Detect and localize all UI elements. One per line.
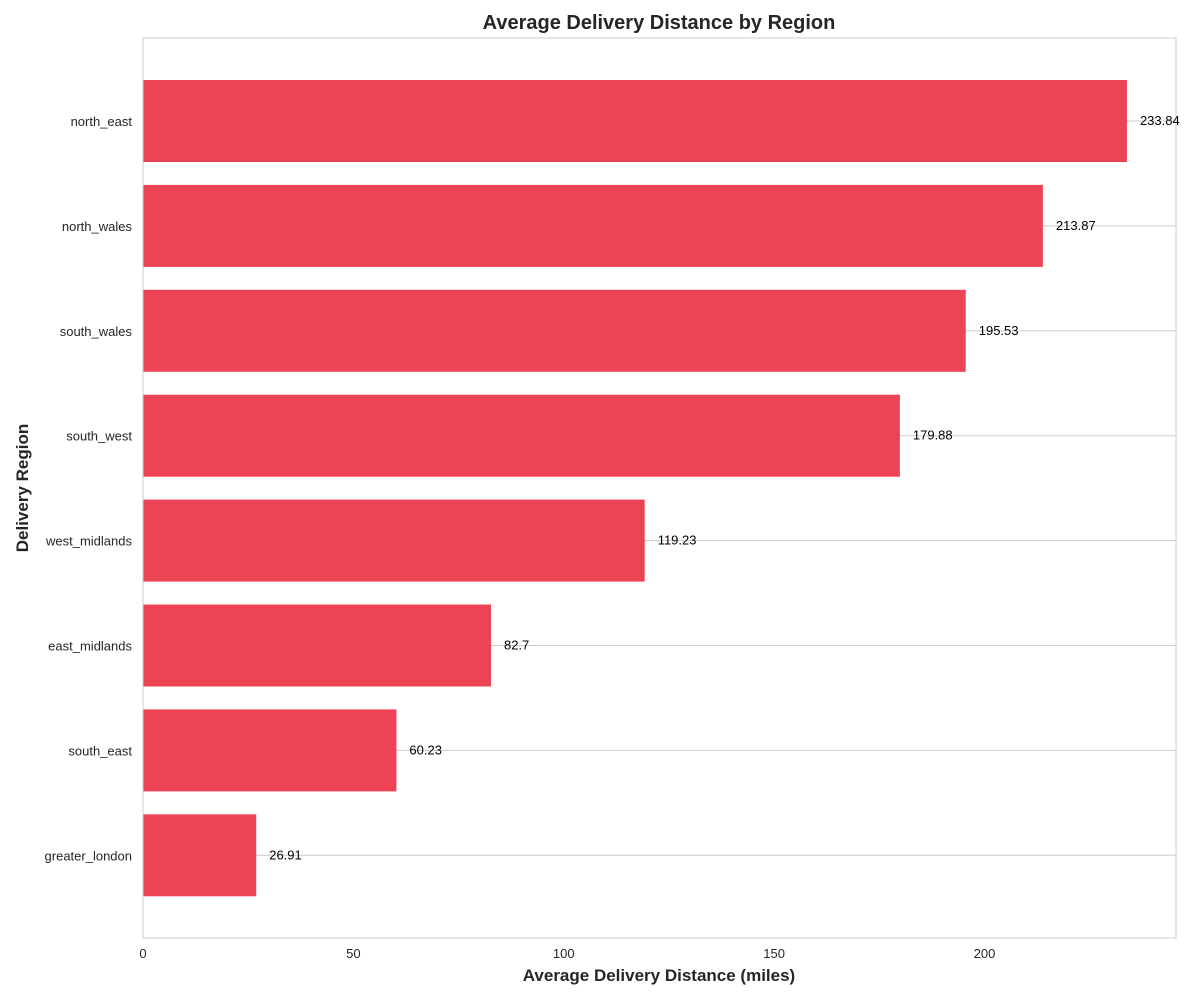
value-label-north_east: 233.84 (1140, 113, 1180, 128)
value-label-greater_london: 26.91 (269, 847, 302, 862)
bar-south_west (143, 394, 900, 477)
value-label-north_wales: 213.87 (1056, 218, 1096, 233)
bar-north_east (143, 80, 1127, 162)
x-tick-label: 200 (974, 946, 996, 961)
x-tick-label: 150 (763, 946, 785, 961)
chart-title: Average Delivery Distance by Region (483, 12, 836, 34)
y-tick-label: south_wales (60, 324, 133, 339)
value-label-west_midlands: 119.23 (658, 533, 697, 548)
x-tick-label: 100 (553, 946, 575, 961)
x-axis-label: Average Delivery Distance (miles) (523, 966, 795, 985)
bar-west_midlands (143, 499, 645, 582)
x-tick-labels: 0 50 100 150 200 (139, 946, 995, 961)
y-tick-label: south_east (68, 743, 132, 758)
y-tick-label: north_east (71, 114, 133, 129)
x-tick-label: 0 (139, 946, 146, 961)
y-tick-label: west_midlands (45, 534, 132, 549)
y-tick-labels: north_east north_wales south_wales south_we… (45, 114, 133, 863)
bar-south_east (143, 709, 397, 792)
bars (143, 80, 1127, 897)
value-labels: 233.84 213.87 195.53 179.88 119.23 82.7 60.23 2… (269, 113, 1179, 862)
value-label-east_midlands: 82.7 (504, 638, 529, 653)
value-label-south_wales: 195.53 (979, 323, 1019, 338)
bar-south_wales (143, 289, 966, 372)
value-label-south_west: 179.88 (913, 428, 953, 443)
y-tick-label: east_midlands (48, 639, 132, 654)
bar-north_wales (143, 184, 1043, 267)
x-tick-label: 50 (346, 946, 360, 961)
bar-greater_london (143, 814, 257, 897)
y-tick-label: greater_london (45, 848, 132, 863)
y-tick-label: north_wales (62, 219, 133, 234)
plot-frame (142, 37, 1177, 939)
y-tick-label: south_west (66, 429, 132, 444)
value-label-south_east: 60.23 (409, 742, 442, 757)
bar-east_midlands (143, 604, 491, 687)
y-axis-label: Delivery Region (13, 424, 32, 553)
